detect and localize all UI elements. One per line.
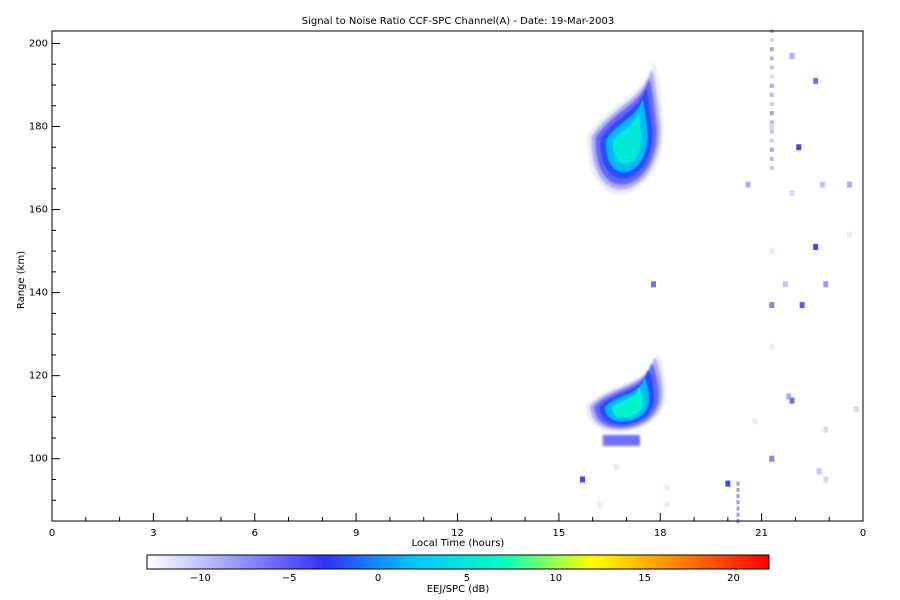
heatmap-cell (769, 74, 774, 79)
heatmap-cell (799, 302, 805, 309)
y-axis-label: Range (km) (16, 251, 27, 309)
heatmap-cell (769, 102, 774, 107)
heatmap-cell (769, 302, 775, 309)
x-tick-label: 12 (451, 528, 464, 539)
plot-frame (51, 30, 864, 522)
heatmap-cell (769, 83, 774, 88)
echo-region (585, 352, 667, 447)
heatmap-cell (580, 476, 586, 483)
x-tick-label: 3 (150, 528, 156, 539)
heatmap-cell (769, 129, 774, 134)
colorbar-tick-label: 0 (375, 573, 381, 584)
heatmap-cell (769, 156, 774, 161)
heatmap-cell (769, 138, 774, 143)
colorbar-tick-label: −10 (190, 573, 211, 584)
heatmap-cell (769, 248, 775, 255)
y-tick-label: 140 (29, 288, 48, 299)
heatmap-cell (789, 397, 795, 404)
heatmap-cell (796, 144, 802, 151)
y-axis: 100 120 140 160 180 200 (29, 38, 60, 501)
chart-title: Signal to Noise Ratio CCF-SPC Channel(A)… (302, 16, 614, 27)
heatmap-cell (813, 243, 819, 250)
echo-band (602, 435, 640, 447)
heatmap-cell (769, 123, 775, 130)
colorbar-tick-label: 20 (727, 573, 740, 584)
heatmap-cell (846, 231, 852, 238)
x-tick-label: 15 (553, 528, 566, 539)
heatmap-cell (769, 56, 774, 61)
heatmap-cell (745, 181, 751, 188)
heatmap-cell (736, 512, 740, 517)
heatmap-cell (664, 501, 670, 508)
heatmap-cell (823, 426, 829, 433)
heatmap-cell (650, 281, 656, 288)
x-tick-label: 21 (755, 528, 768, 539)
colorbar-tick-label: 15 (638, 573, 651, 584)
heatmap-cell (786, 393, 792, 400)
heatmap-cell (613, 464, 619, 471)
heatmap-cell (769, 120, 774, 125)
y-tick-label: 120 (29, 371, 48, 382)
echo-contour (612, 113, 642, 164)
x-axis-label: Local Time (hours) (412, 538, 505, 549)
heatmap-cell (846, 181, 852, 188)
heatmap-cell (853, 405, 859, 412)
heatmap-cell (725, 480, 731, 487)
heatmap-cell (769, 343, 775, 350)
heatmap-cell (813, 77, 819, 84)
echo-contour (612, 387, 643, 418)
x-tick-label: 0 (860, 528, 866, 539)
heatmap-cell (816, 468, 822, 475)
x-tick-label: 0 (49, 528, 55, 539)
heatmap-cell (769, 47, 774, 52)
heatmap-cell (736, 481, 740, 486)
heatmap-cell (769, 455, 775, 462)
heatmap-cell (769, 147, 774, 152)
x-tick-label: 18 (654, 528, 667, 539)
colorbar (146, 554, 770, 570)
heatmap-cell (769, 92, 774, 97)
heatmap-cell (596, 501, 602, 508)
y-tick-label: 160 (29, 205, 48, 216)
heatmap-cell (789, 52, 795, 59)
x-tick-label: 9 (353, 528, 359, 539)
y-tick-label: 200 (29, 38, 48, 49)
heatmap-cell (789, 189, 795, 196)
colorbar-ticks: −10 −5 0 5 10 15 20 (190, 573, 740, 584)
x-tick-label: 6 (252, 528, 258, 539)
y-tick-label: 180 (29, 122, 48, 133)
colorbar-tick-label: 5 (464, 573, 470, 584)
x-axis: 0 3 6 9 12 15 18 21 0 (49, 513, 866, 539)
echo-region (587, 62, 664, 195)
colorbar-label: EEJ/SPC (dB) (427, 584, 490, 595)
y-tick-label: 100 (29, 454, 48, 465)
heatmap-cell (769, 65, 774, 70)
heatmap-cell (782, 281, 788, 288)
heatmap-cell (736, 506, 740, 511)
heatmap-cell (736, 500, 740, 505)
plot-data-layer (580, 29, 859, 523)
heatmap-cell (769, 38, 774, 43)
heatmap-cell (752, 418, 758, 425)
heatmap-cell (664, 484, 670, 491)
colorbar-tick-label: 10 (549, 573, 562, 584)
heatmap-cell (819, 181, 825, 188)
colorbar-tick-label: −5 (282, 573, 297, 584)
heatmap-cell (736, 487, 740, 492)
heatmap-cell (823, 281, 829, 288)
heatmap-cell (823, 476, 829, 483)
heatmap-cell (769, 166, 774, 171)
heatmap-cell (736, 494, 740, 499)
heatmap-cell (769, 111, 774, 116)
